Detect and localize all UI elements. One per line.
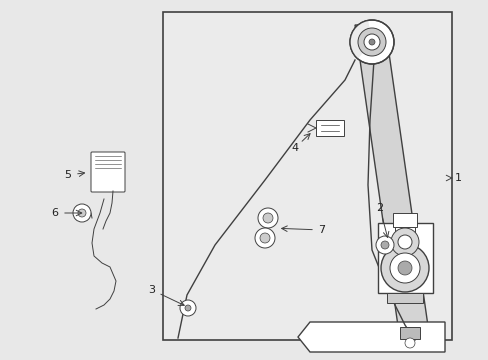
Circle shape bbox=[397, 261, 411, 275]
Circle shape bbox=[404, 338, 414, 348]
Circle shape bbox=[180, 300, 196, 316]
Bar bbox=[377, 223, 432, 293]
Bar bbox=[386, 293, 422, 303]
Circle shape bbox=[78, 209, 86, 217]
Text: 4: 4 bbox=[291, 143, 298, 153]
Text: 1: 1 bbox=[453, 173, 461, 183]
Circle shape bbox=[363, 34, 379, 50]
Polygon shape bbox=[297, 322, 444, 352]
Bar bbox=[392, 213, 416, 227]
Circle shape bbox=[184, 305, 191, 311]
Circle shape bbox=[380, 244, 428, 292]
Circle shape bbox=[349, 20, 393, 64]
Circle shape bbox=[73, 204, 91, 222]
Circle shape bbox=[260, 233, 269, 243]
Circle shape bbox=[254, 228, 274, 248]
Circle shape bbox=[368, 39, 374, 45]
Circle shape bbox=[390, 228, 418, 256]
Text: 5: 5 bbox=[64, 170, 71, 180]
Circle shape bbox=[258, 208, 278, 228]
Text: 2: 2 bbox=[376, 203, 383, 213]
Bar bbox=[394, 227, 414, 243]
Circle shape bbox=[263, 213, 272, 223]
Circle shape bbox=[375, 236, 393, 254]
Wedge shape bbox=[349, 20, 371, 59]
Circle shape bbox=[380, 241, 388, 249]
Bar bbox=[315, 120, 343, 136]
Circle shape bbox=[389, 253, 419, 283]
Circle shape bbox=[397, 235, 411, 249]
Text: 3: 3 bbox=[148, 285, 155, 295]
Polygon shape bbox=[354, 25, 429, 340]
Text: 6: 6 bbox=[51, 208, 59, 218]
Bar bbox=[399, 327, 419, 339]
FancyBboxPatch shape bbox=[91, 152, 125, 192]
Circle shape bbox=[357, 28, 385, 56]
Bar bbox=[163, 12, 451, 340]
Text: 7: 7 bbox=[318, 225, 325, 235]
